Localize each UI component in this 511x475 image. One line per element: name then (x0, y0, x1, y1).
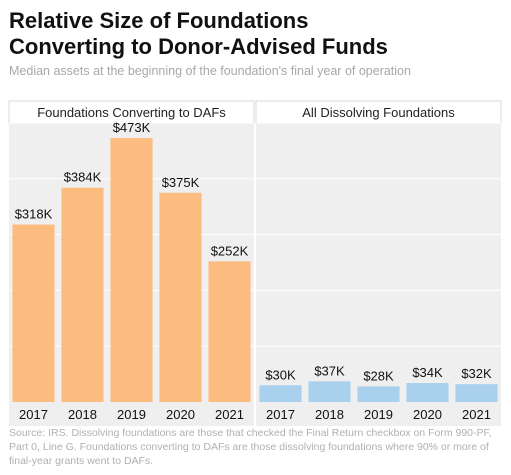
x-tick-label: 2017 (266, 407, 295, 422)
data-label: $473K (113, 120, 151, 135)
bar-2018 (308, 381, 351, 402)
data-label: $252K (211, 243, 249, 258)
data-label: $37K (314, 363, 345, 378)
x-tick-label: 2019 (117, 407, 146, 422)
x-tick-label: 2021 (462, 407, 491, 422)
chart-title: Relative Size of Foundations Converting … (9, 8, 504, 60)
chart-title-line-2: Converting to Donor-Advised Funds (9, 34, 388, 59)
source-note: Source: IRS. Dissolving foundations are … (9, 427, 492, 467)
bar-2017 (12, 224, 55, 402)
x-tick-label: 2017 (19, 407, 48, 422)
x-tick-label: 2020 (413, 407, 442, 422)
bar-2018 (61, 187, 104, 402)
chart-subtitle: Median assets at the beginning of the fo… (9, 64, 411, 78)
data-label: $30K (265, 367, 296, 382)
bar-2021 (455, 384, 498, 402)
panel-title: Foundations Converting to DAFs (37, 105, 226, 120)
bar-2020 (406, 383, 449, 402)
data-label: $384K (64, 170, 102, 185)
x-tick-label: 2019 (364, 407, 393, 422)
data-label: $32K (461, 366, 492, 381)
bar-2017 (259, 385, 302, 402)
x-axis-strip (256, 402, 501, 426)
bar-2021 (208, 261, 251, 402)
data-label: $375K (162, 175, 200, 190)
data-label: $34K (412, 365, 443, 380)
x-tick-label: 2018 (315, 407, 344, 422)
panel-background (256, 123, 501, 402)
data-label: $28K (363, 368, 394, 383)
x-axis-strip (9, 402, 254, 426)
panel-title: All Dissolving Foundations (302, 105, 455, 120)
bar-2020 (159, 192, 202, 402)
data-label: $318K (15, 207, 53, 222)
bar-2019 (110, 138, 153, 403)
x-tick-label: 2021 (215, 407, 244, 422)
chart-title-line-1: Relative Size of Foundations (9, 8, 309, 33)
bar-2019 (357, 386, 400, 402)
x-tick-label: 2020 (166, 407, 195, 422)
x-tick-label: 2018 (68, 407, 97, 422)
